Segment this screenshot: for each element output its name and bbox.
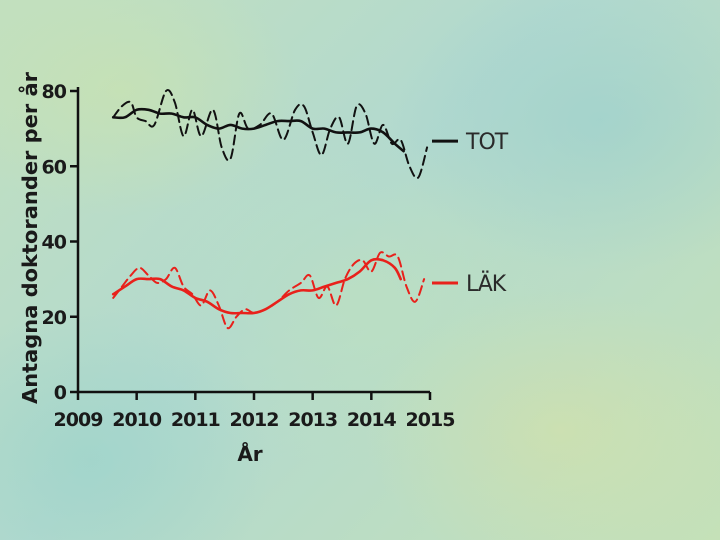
y-tick-label: 80 xyxy=(42,81,67,103)
x-axis-title: År xyxy=(237,442,262,466)
series-line-3-trend xyxy=(111,257,402,315)
series-line-0-dashed xyxy=(112,89,429,180)
x-tick-label: 2011 xyxy=(171,409,220,431)
x-axis-ticks: 2009 2010 2011 2012 2013 2014 2015 xyxy=(54,392,455,431)
y-tick-label: 20 xyxy=(42,307,67,329)
x-tick-label: 2015 xyxy=(406,409,455,431)
legend-label: TOT xyxy=(465,130,509,155)
y-tick-label: 40 xyxy=(42,232,67,254)
y-axis-ticks: 0 20 40 60 80 xyxy=(42,81,78,404)
x-tick-label: 2010 xyxy=(112,409,162,431)
y-tick-label: 0 xyxy=(54,382,67,404)
series-line-1-trend xyxy=(111,107,405,153)
legend-label: LÄK xyxy=(466,271,507,297)
series-line-2-dashed xyxy=(112,251,426,330)
x-tick-label: 2012 xyxy=(230,409,279,431)
chart-axes xyxy=(76,87,430,394)
x-tick-label: 2014 xyxy=(347,409,397,431)
y-tick-label: 60 xyxy=(42,156,67,178)
chart-series xyxy=(111,89,429,330)
y-axis-title: Antagna doktorander per år xyxy=(18,72,42,404)
x-tick-label: 2013 xyxy=(288,409,337,431)
chart-legend: TOT LÄK xyxy=(432,130,510,297)
x-tick-label: 2009 xyxy=(54,409,103,431)
